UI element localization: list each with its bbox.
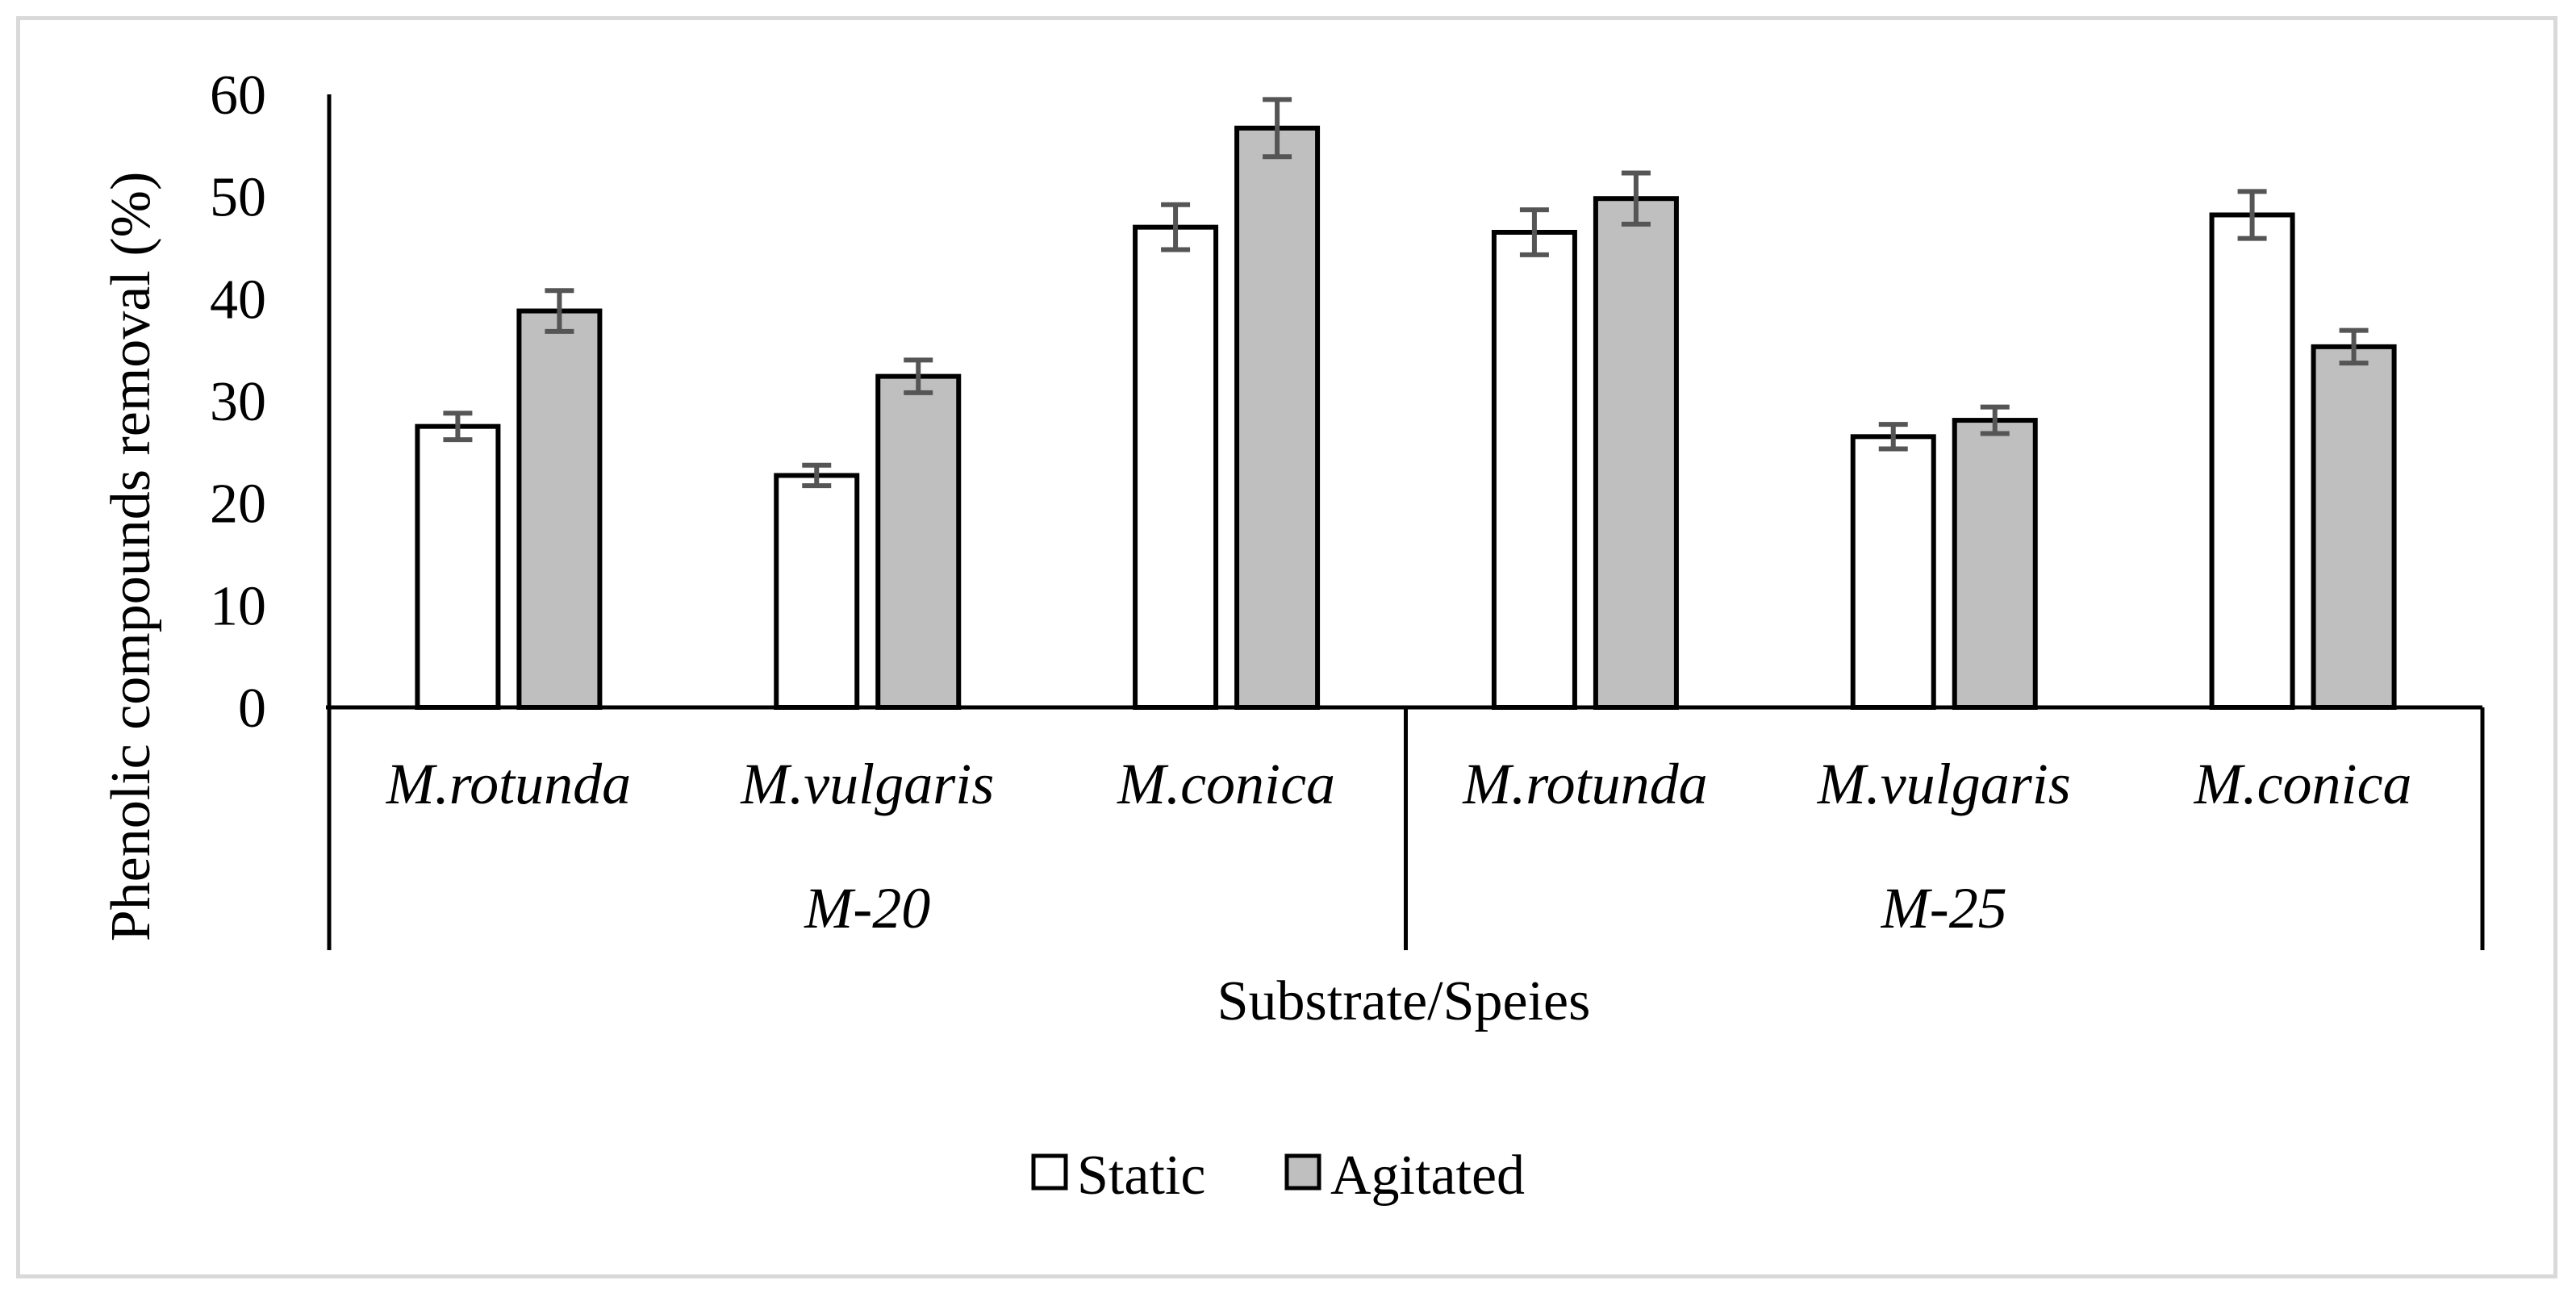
legend-swatch-agitated xyxy=(1284,1153,1321,1191)
x-axis-title: Substrate/Speies xyxy=(1217,970,1591,1032)
y-tick-label: 0 xyxy=(238,678,266,740)
bar-static-4 xyxy=(1491,230,1577,710)
y-tick-label: 30 xyxy=(210,371,266,433)
category-label: M.rotunda xyxy=(386,752,631,816)
legend-label-agitated: Agitated xyxy=(1330,1145,1525,1207)
bar-static-5 xyxy=(1850,434,1936,710)
category-label: M.rotunda xyxy=(1462,752,1707,816)
error-bar-static-3 xyxy=(1161,202,1191,252)
bar-agitated-4 xyxy=(1593,196,1679,710)
y-tick-label: 40 xyxy=(210,269,266,331)
group-label: M-25 xyxy=(1881,876,2007,940)
error-bar-agitated-1 xyxy=(545,288,574,334)
y-tick-label: 60 xyxy=(210,65,266,127)
group-label: M-20 xyxy=(804,876,930,940)
error-bar-agitated-4 xyxy=(1621,170,1651,227)
error-bar-agitated-6 xyxy=(2339,327,2369,366)
legend-label-static: Static xyxy=(1077,1145,1205,1207)
y-axis-title: Phenolic compounds removal (%) xyxy=(100,172,162,942)
bar-static-6 xyxy=(2209,212,2295,710)
bar-agitated-2 xyxy=(875,373,962,710)
bar-agitated-6 xyxy=(2311,344,2397,710)
bar-static-2 xyxy=(774,473,860,710)
error-bar-agitated-2 xyxy=(904,357,933,395)
bar-static-1 xyxy=(415,423,501,711)
y-tick-label: 10 xyxy=(210,575,266,637)
error-bar-static-2 xyxy=(802,462,832,489)
bar-static-3 xyxy=(1133,224,1219,710)
legend-swatch-static xyxy=(1031,1153,1068,1191)
error-bar-static-4 xyxy=(1519,207,1549,257)
category-label: M.conica xyxy=(1117,752,1335,816)
bar-agitated-3 xyxy=(1234,125,1321,711)
bar-agitated-1 xyxy=(516,308,603,710)
bar-agitated-5 xyxy=(1952,418,2038,710)
error-bar-static-6 xyxy=(2237,189,2267,241)
category-label: M.conica xyxy=(2194,752,2412,816)
legend: Static Agitated xyxy=(1031,1145,1525,1207)
error-bar-agitated-5 xyxy=(1980,404,2010,436)
error-bar-agitated-3 xyxy=(1263,97,1292,160)
y-tick-label: 50 xyxy=(210,167,266,229)
error-bar-static-1 xyxy=(443,411,473,443)
category-label: M.vulgaris xyxy=(1817,752,2071,816)
category-label: M.vulgaris xyxy=(740,752,994,816)
y-tick-label: 20 xyxy=(210,473,266,536)
error-bar-static-5 xyxy=(1878,422,1908,452)
